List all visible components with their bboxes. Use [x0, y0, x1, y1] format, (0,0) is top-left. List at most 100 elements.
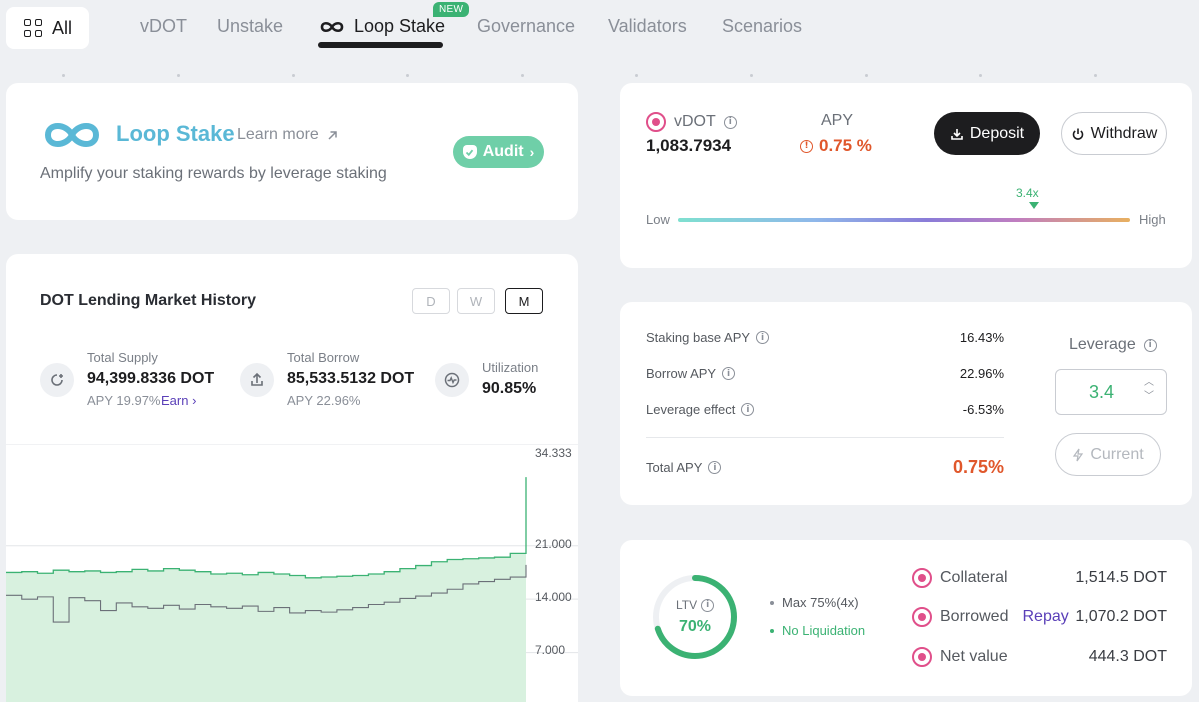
loop-stake-title: Loop Stake	[116, 121, 235, 146]
vdot-balance: 1,083.7934	[646, 136, 732, 155]
period-month-button[interactable]: M	[505, 288, 543, 314]
ltv-label: LTV	[676, 598, 698, 612]
tab-loop-stake-label: Loop Stake	[354, 16, 446, 36]
all-label: All	[52, 17, 73, 38]
info-icon[interactable]: i	[708, 461, 722, 474]
divider	[646, 437, 1004, 438]
borrowed-text: Borrowed	[940, 608, 1009, 625]
total-supply-apy: APY 19.97%	[87, 393, 161, 408]
dot-token-icon	[912, 647, 932, 667]
audit-label: Audit	[482, 143, 524, 160]
ltv-ring	[653, 575, 737, 659]
tab-vdot[interactable]: vDOT	[140, 16, 187, 36]
collateral-label: Collateral	[912, 568, 1008, 588]
info-icon[interactable]: i	[1143, 338, 1157, 352]
withdraw-button[interactable]: Withdraw	[1061, 112, 1167, 155]
collateral-value: 1,514.5 DOT	[1075, 569, 1167, 586]
deposit-button[interactable]: Deposit	[934, 112, 1040, 155]
market-history-chart: 34.333 21.000 14.000 7.000	[6, 443, 578, 702]
loop-stake-header-card: Loop Stake Learn more Amplify your staki…	[6, 83, 578, 220]
info-icon[interactable]: i	[701, 598, 715, 612]
shield-check-icon	[462, 145, 477, 159]
learn-more-label: Learn more	[237, 126, 319, 143]
power-icon	[1072, 128, 1083, 140]
loop-stake-subtitle: Amplify your staking rewards by leverage…	[40, 165, 387, 182]
loop-icon	[320, 21, 344, 32]
tab-loop-stake[interactable]: Loop Stake	[318, 16, 445, 37]
total-supply-value: 94,399.8336 DOT	[87, 370, 215, 387]
loop-stake-logo-icon	[44, 123, 100, 147]
net-value-label: Net value	[912, 647, 1008, 667]
tab-unstake[interactable]: Unstake	[217, 16, 284, 36]
leverage-risk-bar	[678, 218, 1130, 222]
bolt-icon	[1073, 448, 1084, 461]
total-borrow-apy: APY 22.96%	[287, 393, 361, 408]
borrow-apy-label: Borrow APY i	[646, 366, 736, 381]
warning-icon: !	[800, 139, 813, 153]
supply-icon	[40, 363, 74, 397]
lending-market-history-card: DOT Lending Market History D W M Total S…	[6, 254, 578, 702]
supply-line	[6, 477, 527, 579]
vdot-token-label: vDOT	[674, 113, 716, 130]
dot-token-icon	[912, 568, 932, 588]
supply-area	[6, 477, 526, 702]
leverage-marker-label: 3.4x	[1016, 186, 1039, 200]
tab-scenarios[interactable]: Scenarios	[722, 16, 803, 36]
info-icon[interactable]: i	[741, 403, 755, 416]
y-tick-label: 7.000	[535, 643, 566, 657]
y-tick-label: 34.333	[535, 446, 572, 460]
liquidation-status: No Liquidation	[770, 623, 865, 638]
all-button[interactable]: All	[6, 7, 89, 49]
total-apy-value: 0.75%	[952, 457, 1004, 477]
total-supply-label: Total Supply	[87, 350, 158, 365]
low-label: Low	[646, 212, 670, 227]
borrowed-value: 1,070.2 DOT	[1075, 608, 1167, 625]
period-day-button[interactable]: D	[412, 288, 450, 314]
apy-label: APY	[821, 112, 854, 129]
vdot-position-card: vDOT i 1,083.7934 APY ! 0.75 % Deposit W…	[620, 83, 1192, 268]
tab-governance[interactable]: Governance	[477, 16, 576, 36]
total-borrow-label: Total Borrow	[287, 350, 360, 365]
current-button[interactable]: Current	[1055, 433, 1161, 476]
borrow-apy-value: 22.96%	[959, 366, 1004, 381]
deposit-label: Deposit	[969, 124, 1025, 142]
total-apy-label: Total APY i	[646, 460, 722, 475]
net-value-value: 444.3 DOT	[1088, 648, 1167, 665]
tab-validators[interactable]: Validators	[608, 16, 687, 36]
market-history-chart-svg	[6, 443, 578, 702]
borrowed-label: Borrowed Repay	[912, 607, 1069, 627]
total-borrow-value: 85,533.5132 DOT	[287, 370, 415, 387]
borrow-apy-text: Borrow APY	[646, 366, 717, 381]
external-arrow-icon	[328, 130, 337, 140]
utilization-icon	[435, 363, 469, 397]
info-icon[interactable]: i	[723, 115, 737, 129]
staking-base-apy-text: Staking base APY	[646, 330, 751, 345]
leverage-value: 3.4	[1089, 382, 1115, 402]
earn-link[interactable]: Earn ›	[161, 393, 197, 408]
leverage-marker-icon	[1029, 202, 1039, 209]
learn-more-link[interactable]: Learn more	[237, 126, 338, 144]
y-tick-label: 21.000	[535, 537, 572, 551]
net-value-text: Net value	[940, 648, 1008, 665]
grid-icon	[24, 19, 42, 37]
period-week-button[interactable]: W	[457, 288, 495, 314]
stepper-arrows-icon[interactable]: ︿ ﹀	[1144, 377, 1154, 402]
borrow-line	[6, 564, 527, 623]
dot-token-icon	[912, 607, 932, 627]
current-label: Current	[1090, 445, 1144, 463]
collateral-text: Collateral	[940, 569, 1008, 586]
new-badge: NEW	[433, 2, 470, 17]
repay-link[interactable]: Repay	[1022, 608, 1069, 625]
info-icon[interactable]: i	[756, 331, 770, 344]
leverage-effect-value: -6.53%	[962, 402, 1004, 417]
withdraw-label: Withdraw	[1090, 124, 1158, 142]
history-title: DOT Lending Market History	[40, 292, 257, 309]
y-tick-label: 14.000	[535, 590, 572, 604]
high-label: High	[1139, 212, 1166, 227]
borrow-icon	[240, 363, 274, 397]
info-icon[interactable]: i	[722, 367, 736, 380]
staking-base-apy-label: Staking base APY i	[646, 330, 770, 345]
top-nav: All vDOT Unstake Loop Stake NEW Governan…	[0, 0, 1199, 58]
leverage-input[interactable]: 3.4 ︿ ﹀	[1055, 369, 1167, 415]
audit-button[interactable]: Audit ›	[453, 136, 544, 168]
